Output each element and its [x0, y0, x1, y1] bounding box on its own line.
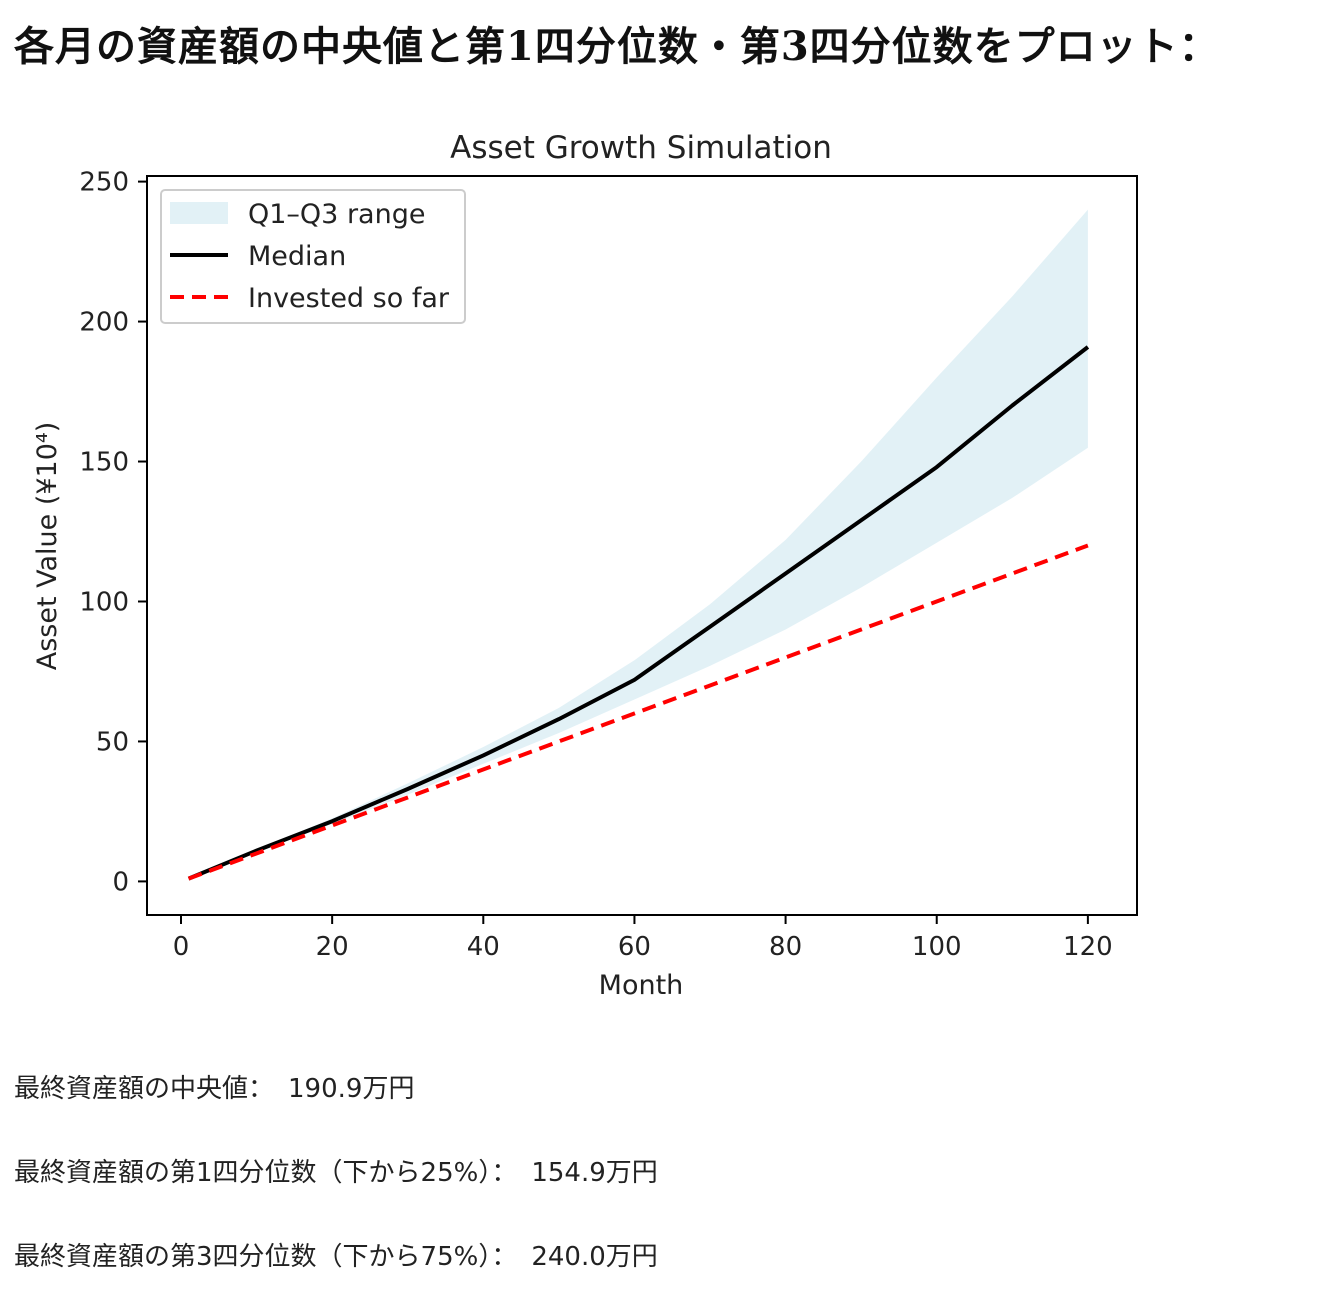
y-tick-label: 250 — [79, 168, 129, 198]
chart-title: Asset Growth Simulation — [450, 130, 832, 166]
median-line — [187, 345, 1090, 881]
legend-swatch-band — [170, 202, 228, 224]
x-tick-label: 120 — [1063, 932, 1113, 962]
result-q1: 最終資産額の第1四分位数（下から25%）： 154.9万円 — [14, 1152, 658, 1189]
axes — [146, 175, 1138, 916]
result-median: 最終資産額の中央値： 190.9万円 — [14, 1068, 414, 1105]
asset-growth-chart: Asset Growth Simulation 0 20 40 60 80 100 120 … — [0, 110, 1200, 1030]
x-tick-label: 100 — [912, 932, 962, 962]
y-axis-ticks: 0 50 100 150 200 250 — [79, 168, 147, 897]
x-tick-label: 60 — [618, 932, 651, 962]
x-tick-label: 20 — [316, 932, 349, 962]
y-tick-label: 0 — [112, 867, 129, 897]
result-median-label: 最終資産額の中央値： — [14, 1074, 275, 1104]
plot-frame — [146, 175, 1138, 916]
page-title: 各月の資産額の中央値と第1四分位数・第3四分位数をプロット： — [14, 23, 1220, 70]
x-tick-label: 40 — [467, 932, 500, 962]
result-q1-value: 154.9万円 — [531, 1158, 658, 1188]
y-axis-label: Asset Value (¥10⁴) — [32, 422, 63, 671]
legend-label-band: Q1–Q3 range — [248, 199, 425, 230]
x-tick-label: 80 — [769, 932, 802, 962]
y-tick-label: 50 — [96, 727, 129, 757]
invested-line — [187, 543, 1089, 881]
x-axis-label: Month — [599, 970, 684, 1001]
y-tick-label: 150 — [79, 448, 129, 478]
legend-label-invested: Invested so far — [248, 283, 450, 314]
y-tick-label: 100 — [79, 587, 129, 617]
legend-label-median: Median — [248, 241, 346, 272]
legend-box — [160, 189, 466, 324]
x-axis-ticks: 0 20 40 60 80 100 120 — [173, 915, 1113, 962]
result-q3: 最終資産額の第3四分位数（下から75%）： 240.0万円 — [14, 1236, 658, 1273]
y-tick-label: 200 — [79, 308, 129, 338]
result-q3-label: 最終資産額の第3四分位数（下から75%）： — [14, 1242, 518, 1272]
x-tick-label: 0 — [173, 932, 190, 962]
q1-q3-band — [188, 209, 1088, 879]
result-q3-value: 240.0万円 — [531, 1242, 658, 1272]
result-median-value: 190.9万円 — [288, 1074, 415, 1104]
plot-area — [187, 209, 1090, 881]
legend: Q1–Q3 range Median Invested so far — [160, 189, 466, 324]
result-q1-label: 最終資産額の第1四分位数（下から25%）： — [14, 1158, 518, 1188]
chart-svg: Asset Growth Simulation 0 20 40 60 80 100 120 … — [32, 130, 1138, 1001]
